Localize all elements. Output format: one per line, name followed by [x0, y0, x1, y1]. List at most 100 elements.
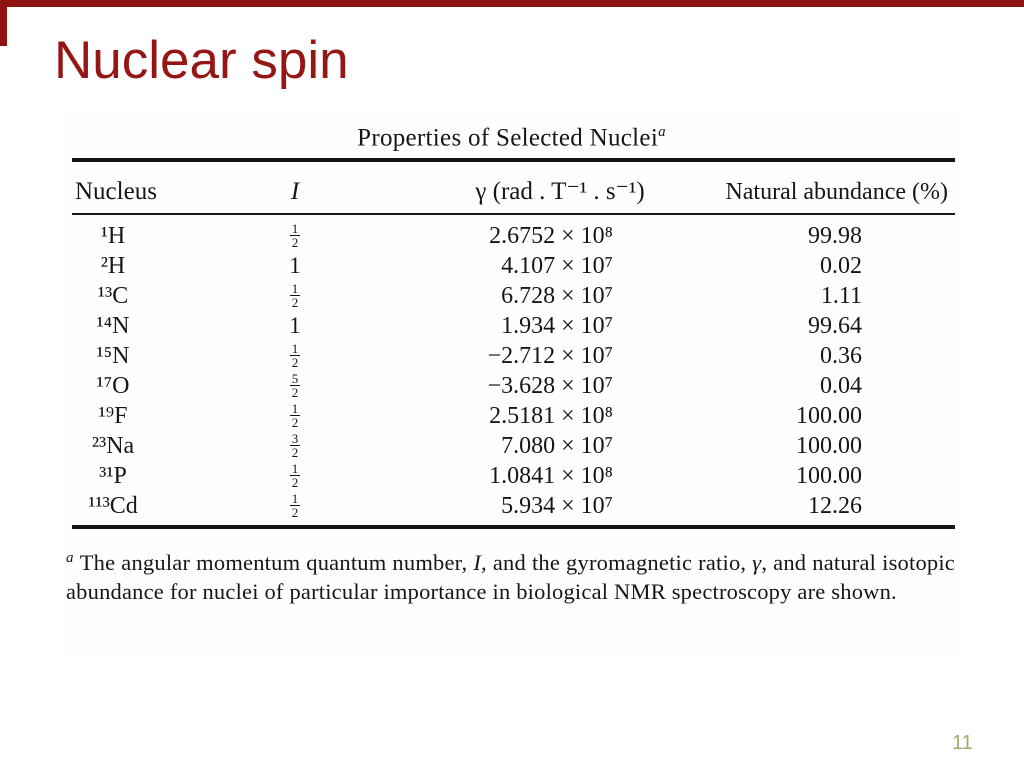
abundance-cell: 100.00	[796, 403, 862, 429]
column-header-gamma: γ (rad . T⁻¹ . s⁻¹)	[475, 178, 645, 205]
gamma-cell: 6.728 × 10⁷	[501, 283, 613, 309]
abundance-cell: 0.02	[820, 253, 862, 279]
spin-fraction-denominator: 2	[289, 235, 301, 251]
nucleus-cell: ²H	[100, 253, 126, 279]
footnote-part: γ	[752, 550, 762, 575]
nucleus-cell: ¹¹³Cd	[88, 493, 138, 519]
nucleus-cell: ¹⁴N	[96, 313, 130, 339]
table-caption-note: a	[658, 124, 666, 140]
gamma-cell: 1.0841 × 10⁸	[489, 463, 613, 489]
table-header-row: Nucleus I γ (rad . T⁻¹ . s⁻¹) Natural ab…	[65, 172, 958, 213]
spin-fraction-numerator: 1	[291, 460, 299, 476]
footnote-part: , and the gyromagnetic ratio,	[481, 550, 753, 575]
gamma-cell: 4.107 × 10⁷	[501, 253, 613, 279]
abundance-cell: 99.98	[808, 223, 862, 249]
column-header-nucleus: Nucleus	[75, 178, 157, 205]
nucleus-cell: ¹⁵N	[96, 343, 130, 369]
abundance-cell: 100.00	[796, 433, 862, 459]
footnote-part: The angular momentum quantum number,	[79, 550, 474, 575]
nucleus-cell: ¹³C	[97, 283, 129, 309]
spin-whole-value: 1	[289, 253, 301, 278]
spin-fraction-denominator: 2	[289, 445, 301, 461]
gamma-cell: 2.6752 × 10⁸	[489, 223, 613, 249]
nucleus-cell: ¹⁹F	[98, 403, 128, 429]
page-number: 11	[952, 732, 973, 754]
gamma-cell: 5.934 × 10⁷	[501, 493, 613, 519]
spin-fraction-numerator: 1	[291, 220, 299, 236]
abundance-cell: 100.00	[796, 463, 862, 489]
nuclei-table-figure: Properties of Selected Nucleia Nucleus I…	[65, 112, 958, 657]
top-accent-bar	[0, 0, 1024, 7]
table-footnote: a The angular momentum quantum number, I,…	[66, 548, 955, 607]
gamma-cell: −3.628 × 10⁷	[487, 373, 613, 399]
gamma-cell: −2.712 × 10⁷	[487, 343, 613, 369]
spin-fraction-numerator: 1	[291, 280, 299, 296]
spin-fraction-denominator: 2	[289, 355, 301, 371]
spin-fraction-denominator: 2	[289, 475, 301, 491]
spin-fraction-denominator: 2	[289, 295, 301, 311]
spin-fraction-denominator: 2	[289, 385, 301, 401]
abundance-cell: 0.36	[820, 343, 862, 369]
spin-fraction-numerator: 5	[291, 370, 299, 386]
table-top-rule	[72, 158, 955, 162]
nucleus-cell: ¹H	[100, 223, 126, 249]
abundance-cell: 12.26	[808, 493, 862, 519]
spin-cell: 1	[250, 251, 340, 281]
table-caption-text: Properties of Selected Nuclei	[357, 124, 659, 152]
spin-fraction-numerator: 1	[291, 340, 299, 356]
spin-cell: 1	[250, 311, 340, 341]
abundance-cell: 1.11	[820, 283, 862, 309]
table-bottom-rule	[72, 525, 955, 529]
nucleus-cell: ²³Na	[91, 433, 135, 459]
footnote-part: , and natural isotopic abundance for nuc…	[66, 550, 955, 605]
column-header-abundance: Natural abundance (%)	[725, 179, 948, 205]
slide-title: Nuclear spin	[54, 31, 349, 90]
spin-whole-value: 1	[289, 313, 301, 338]
footnote-text: The angular momentum quantum number, I, …	[66, 550, 955, 604]
footnote-part: I	[473, 550, 482, 575]
spin-fraction-denominator: 2	[289, 415, 301, 431]
spin-fraction-numerator: 1	[291, 490, 299, 506]
footnote-marker: a	[66, 549, 74, 566]
nucleus-cell: ¹⁷O	[96, 373, 130, 399]
nucleus-cell: ³¹P	[99, 463, 127, 489]
abundance-cell: 0.04	[820, 373, 862, 399]
gamma-cell: 1.934 × 10⁷	[501, 313, 613, 339]
gamma-cell: 2.5181 × 10⁸	[489, 403, 613, 429]
spin-fraction-denominator: 2	[289, 505, 301, 521]
column-header-spin: I	[290, 178, 300, 205]
spin-fraction-numerator: 1	[291, 400, 299, 416]
abundance-cell: 99.64	[808, 313, 862, 339]
table-caption: Properties of Selected Nucleia	[65, 124, 958, 152]
table-row: ²H 1 4.107 × 10⁷ 0.02	[65, 251, 958, 281]
spin-fraction-numerator: 3	[291, 430, 299, 446]
left-accent-bar	[0, 0, 7, 46]
table-header-rule	[72, 213, 955, 215]
gamma-cell: 7.080 × 10⁷	[501, 433, 613, 459]
